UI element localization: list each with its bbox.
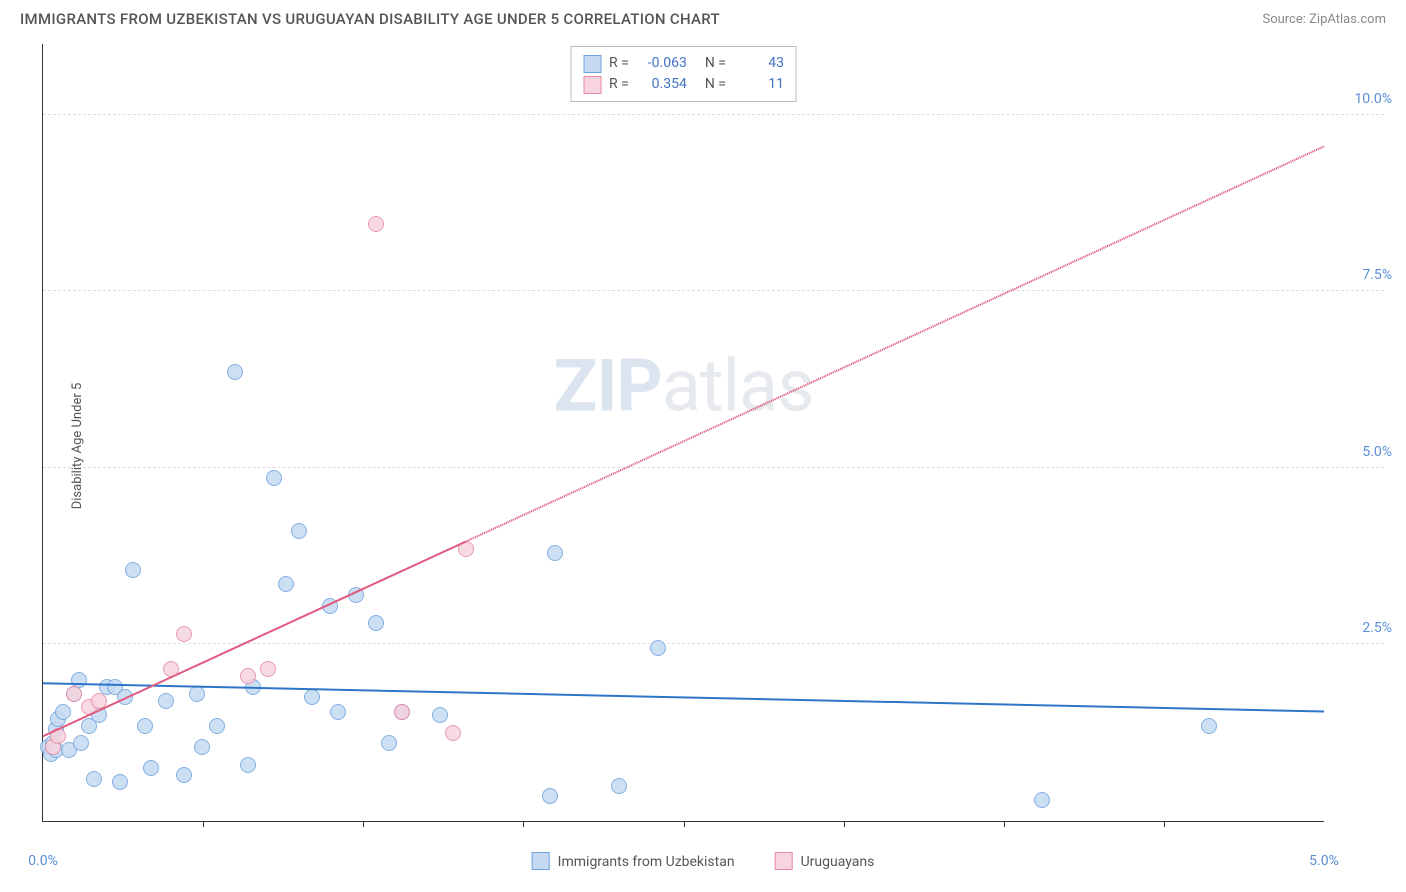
plot-region: ZIPatlas R =-0.063N =43R =0.354N =11 2.5… <box>42 44 1324 822</box>
data-point <box>117 689 133 705</box>
data-point <box>611 778 627 794</box>
x-tick-label: 0.0% <box>28 853 58 869</box>
data-point <box>368 216 384 232</box>
data-point <box>445 725 461 741</box>
data-point <box>278 576 294 592</box>
data-point <box>73 735 89 751</box>
data-point <box>240 668 256 684</box>
legend-series-item: Immigrants from Uzbekistan <box>532 852 735 870</box>
data-point <box>112 774 128 790</box>
data-point <box>176 767 192 783</box>
data-point <box>189 686 205 702</box>
gridline <box>43 290 1384 291</box>
legend-series: Immigrants from Uzbekistan Uruguayans <box>532 852 875 870</box>
data-point <box>66 686 82 702</box>
data-point <box>394 704 410 720</box>
data-point <box>381 735 397 751</box>
y-tick-label: 5.0% <box>1362 444 1392 460</box>
data-point <box>547 545 563 561</box>
data-point <box>322 598 338 614</box>
data-point <box>458 541 474 557</box>
data-point <box>158 693 174 709</box>
chart-source: Source: ZipAtlas.com <box>1262 12 1386 27</box>
data-point <box>266 470 282 486</box>
x-minor-tick <box>684 821 685 827</box>
legend-stat-row: R =-0.063N =43 <box>583 53 784 74</box>
x-minor-tick <box>1164 821 1165 827</box>
data-point <box>143 760 159 776</box>
data-point <box>176 626 192 642</box>
data-point <box>650 640 666 656</box>
data-point <box>368 615 384 631</box>
data-point <box>86 771 102 787</box>
data-point <box>125 562 141 578</box>
data-point <box>304 689 320 705</box>
x-tick-label: 5.0% <box>1309 853 1339 869</box>
chart-area: ZIPatlas R =-0.063N =43R =0.354N =11 2.5… <box>42 44 1324 822</box>
data-point <box>432 707 448 723</box>
data-point <box>194 739 210 755</box>
data-point <box>163 661 179 677</box>
legend-series-item: Uruguayans <box>775 852 875 870</box>
data-point <box>330 704 346 720</box>
x-minor-tick <box>363 821 364 827</box>
y-tick-label: 10.0% <box>1354 91 1392 107</box>
x-minor-tick <box>1004 821 1005 827</box>
x-minor-tick <box>203 821 204 827</box>
y-tick-label: 2.5% <box>1362 620 1392 636</box>
data-point <box>1034 792 1050 808</box>
data-point <box>348 587 364 603</box>
data-point <box>50 728 66 744</box>
chart-title: IMMIGRANTS FROM UZBEKISTAN VS URUGUAYAN … <box>20 10 720 28</box>
data-point <box>91 693 107 709</box>
data-point <box>260 661 276 677</box>
y-tick-label: 7.5% <box>1362 267 1392 283</box>
data-point <box>209 718 225 734</box>
data-point <box>542 788 558 804</box>
data-point <box>55 704 71 720</box>
gridline <box>43 467 1384 468</box>
data-point <box>137 718 153 734</box>
watermark: ZIPatlas <box>554 343 814 428</box>
data-point <box>1201 718 1217 734</box>
data-point <box>240 757 256 773</box>
data-point <box>227 364 243 380</box>
legend-stat-row: R =0.354N =11 <box>583 74 784 95</box>
legend-stats: R =-0.063N =43R =0.354N =11 <box>570 46 797 102</box>
x-minor-tick <box>844 821 845 827</box>
trend-lines <box>43 44 1324 821</box>
x-minor-tick <box>523 821 524 827</box>
gridline <box>43 114 1384 115</box>
gridline <box>43 643 1384 644</box>
data-point <box>291 523 307 539</box>
